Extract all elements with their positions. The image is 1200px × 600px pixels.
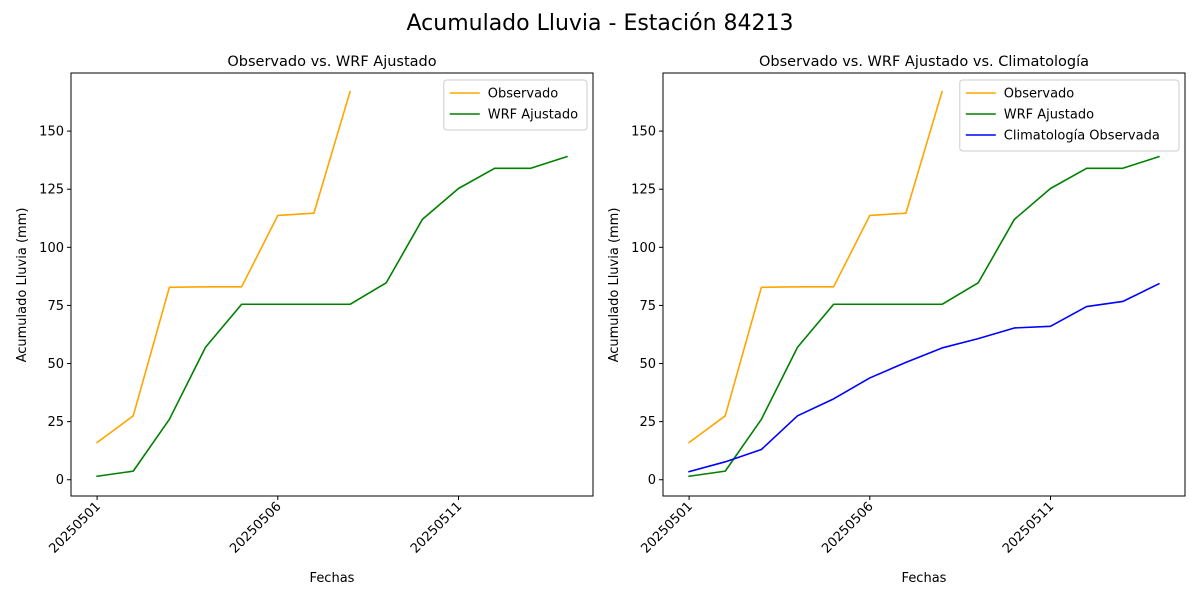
chart-right-axes-frame [662, 72, 1186, 497]
chart-left-y-tick-label: 25 [47, 415, 64, 430]
chart-left-axes-frame [70, 72, 594, 497]
chart-right-series-wrf-line [688, 155, 1160, 478]
chart-right-title: Observado vs. WRF Ajustado vs. Climatolo… [759, 54, 1089, 70]
chart-left: Observado vs. WRF Ajustado 0 25 50 75 100 125… [15, 54, 594, 586]
chart-left-legend-label-observado: Observado [488, 87, 559, 102]
chart-right-y-tick-label: 125 [631, 183, 656, 198]
chart-right-y-tick-label: 25 [639, 415, 656, 430]
chart-left-y-tick-label: 100 [39, 241, 64, 256]
chart-right-series-observado-line [687, 90, 944, 444]
chart-left-xlabel: Fechas [310, 571, 355, 586]
chart-right-xlabel: Fechas [902, 571, 947, 586]
chart-right-y-tick-label: 50 [639, 357, 656, 372]
chart-left-y-tick-label: 50 [47, 357, 64, 372]
chart-right-y-tick-label: 75 [639, 299, 656, 314]
chart-right-legend-label-clima: Climatología Observada [1004, 129, 1160, 144]
chart-right-legend-box [959, 79, 1180, 152]
chart-right-ylabel: Acumulado Lluvia (mm) [607, 208, 622, 363]
chart-right-y-tick-label: 0 [648, 473, 656, 488]
chart-left-legend-label-wrf: WRF Ajustado [488, 108, 578, 123]
chart-left-x-tick-label: 20250501 [47, 499, 104, 556]
chart-left-series-wrf-line [96, 155, 568, 478]
chart-left-y-tick-label: 0 [56, 473, 64, 488]
chart-left-y-tick-label: 125 [39, 183, 64, 198]
chart-right-legend: Observado WRF Ajustado Climatología Observ… [959, 79, 1180, 152]
chart-right-legend-label-observado: Observado [1004, 87, 1075, 102]
figure-suptitle: Acumulado Lluvia - Estación 84213 [407, 11, 794, 36]
chart-right: Observado vs. WRF Ajustado vs. Climatolo… [607, 54, 1186, 586]
chart-left-x-tick-label: 20250511 [408, 499, 465, 556]
chart-left-series-observado-line [95, 90, 352, 444]
chart-left-y-tick-label: 150 [39, 125, 64, 140]
chart-left-x-tick-label: 20250506 [227, 499, 284, 556]
chart-right-x-tick-label: 20250506 [819, 499, 876, 556]
chart-right-legend-label-wrf: WRF Ajustado [1004, 108, 1094, 123]
chart-left-ylabel: Acumulado Lluvia (mm) [15, 208, 30, 363]
chart-left-legend: Observado WRF Ajustado [443, 79, 588, 131]
chart-left-y-tick-label: 75 [47, 299, 64, 314]
chart-left-plot: 0 25 50 75 100 125 150 20250501 20250506 20250511… [39, 72, 594, 557]
chart-right-x-tick-label: 20250511 [1000, 499, 1057, 556]
chart-left-title: Observado vs. WRF Ajustado [227, 54, 436, 70]
chart-right-y-tick-label: 150 [631, 125, 656, 140]
chart-right-x-tick-label: 20250501 [639, 499, 696, 556]
chart-right-plot: 0 25 50 75 100 125 150 20250501 20250506 20250511… [631, 72, 1186, 557]
chart-right-series-clima-line [688, 282, 1160, 473]
chart-right-y-tick-label: 100 [631, 241, 656, 256]
